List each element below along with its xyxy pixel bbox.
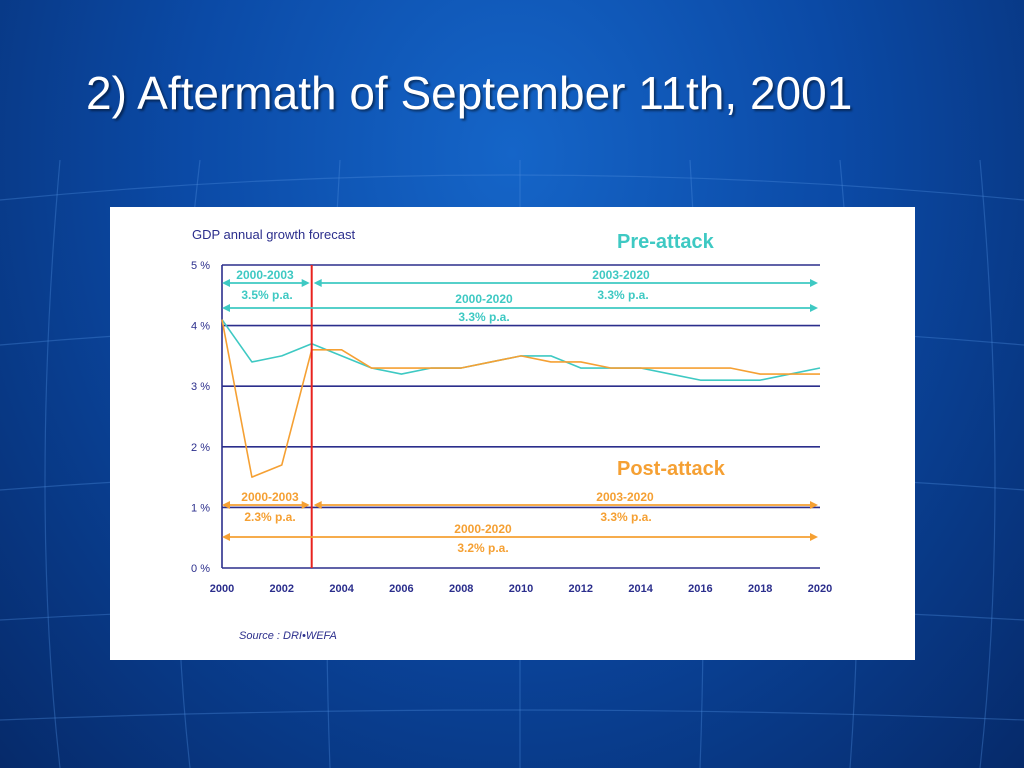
post-attack-line — [221, 319, 820, 478]
label-pre-2000-2003-rate: 3.5% p.a. — [241, 288, 292, 302]
y-tick-label: 2 % — [191, 442, 210, 454]
x-tick-label: 2006 — [389, 583, 413, 595]
chart-source: Source : DRI•WEFA — [239, 630, 337, 642]
x-tick-label: 2008 — [449, 583, 473, 595]
chart-title: GDP annual growth forecast — [192, 227, 355, 242]
legend-pre-attack: Pre-attack — [617, 231, 715, 253]
label-pre-2000-2020-period: 2000-2020 — [455, 292, 513, 306]
arrow-pre-2003-2020 — [313, 279, 818, 287]
arrow-post-2000-2003 — [222, 501, 310, 509]
y-tick-label: 0 % — [191, 563, 210, 575]
y-tick-label: 4 % — [191, 321, 210, 333]
slide-title: 2) Aftermath of September 11th, 2001 — [86, 67, 853, 119]
arrow-head-right — [810, 279, 818, 287]
arrow-head-right — [301, 279, 310, 287]
x-tick-labels: 2000 2002 2004 2006 2008 2010 2012 2014 2016 2018… — [210, 583, 832, 595]
label-post-2003-2020-period: 2003-2020 — [596, 490, 654, 504]
x-tick-label: 2004 — [329, 583, 354, 595]
arrow-pre-2000-2020 — [222, 304, 818, 312]
annotation-labels: 2000-2003 3.5% p.a. 2003-2020 3.3% p.a. 2000… — [236, 268, 654, 555]
label-post-2003-2020-rate: 3.3% p.a. — [600, 510, 651, 524]
label-post-2000-2020-period: 2000-2020 — [454, 522, 512, 536]
arrow-head-right — [301, 501, 310, 509]
label-post-2000-2003-period: 2000-2003 — [241, 490, 299, 504]
arrow-post-2000-2020 — [222, 533, 818, 541]
series-lines — [221, 265, 821, 568]
arrow-head-left — [222, 533, 230, 541]
label-pre-2000-2020-rate: 3.3% p.a. — [458, 310, 509, 324]
arrow-head-left — [313, 279, 322, 287]
arrow-head-left — [313, 501, 322, 509]
x-tick-label: 2014 — [628, 583, 653, 595]
chart-panel: 0 % 1 % 2 % 3 % 4 % 5 % 2000 2002 2004 2006 2008 2… — [110, 207, 915, 660]
period-arrows — [222, 279, 818, 541]
x-tick-label: 2016 — [688, 583, 712, 595]
arrow-head-left — [222, 279, 230, 287]
arrow-head-right — [810, 304, 818, 312]
label-pre-2003-2020-period: 2003-2020 — [592, 268, 650, 282]
x-tick-label: 2010 — [509, 583, 533, 595]
arrow-head-left — [222, 304, 230, 312]
label-pre-2000-2003-period: 2000-2003 — [236, 268, 294, 282]
y-tick-label: 5 % — [191, 260, 210, 272]
y-tick-labels: 0 % 1 % 2 % 3 % 4 % 5 % — [191, 260, 210, 575]
arrow-pre-2000-2003 — [222, 279, 310, 287]
label-pre-2003-2020-rate: 3.3% p.a. — [597, 288, 648, 302]
arrow-head-right — [810, 501, 818, 509]
y-tick-label: 3 % — [191, 381, 210, 393]
x-tick-label: 2002 — [270, 583, 294, 595]
label-post-2000-2020-rate: 3.2% p.a. — [457, 541, 508, 555]
y-tick-label: 1 % — [191, 502, 210, 514]
x-tick-label: 2018 — [748, 583, 772, 595]
x-tick-label: 2012 — [569, 583, 593, 595]
x-tick-label: 2000 — [210, 583, 234, 595]
gdp-growth-chart: 0 %1 %2 %3 %4 %5 % 2000 2002 2004 2006 2008 2… — [191, 227, 832, 642]
legend-post-attack: Post-attack — [617, 458, 726, 480]
arrow-head-left — [222, 501, 230, 509]
label-post-2000-2003-rate: 2.3% p.a. — [244, 510, 295, 524]
x-tick-label: 2020 — [808, 583, 832, 595]
arrow-head-right — [810, 533, 818, 541]
arrow-post-2003-2020 — [313, 501, 818, 509]
